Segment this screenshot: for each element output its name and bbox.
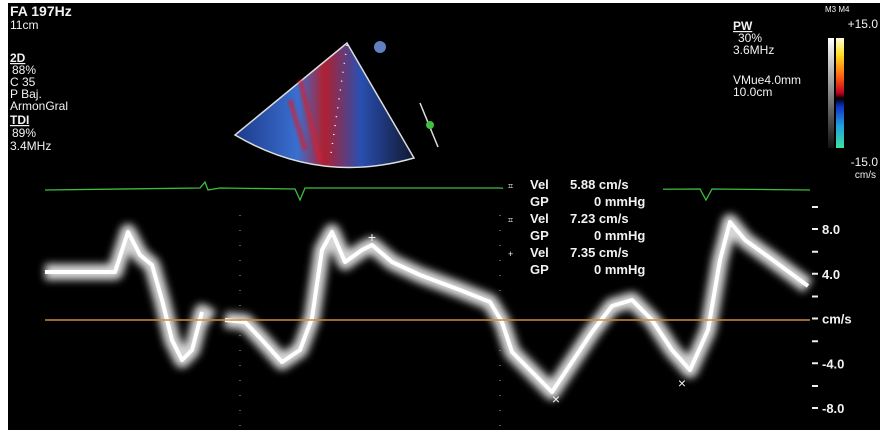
vel-label: Vel bbox=[530, 177, 549, 192]
screen-background bbox=[8, 3, 880, 430]
vel-value: 7.35 cm/s bbox=[570, 245, 629, 260]
ultrasound-screen: + × × ⌗ Vel 5.88 cm/s GP 0 mmHg ⌗ Vel 7.23 cm/s… bbox=[0, 0, 887, 436]
vel-label: Vel bbox=[530, 211, 549, 226]
vel-value: 5.88 cm/s bbox=[570, 177, 629, 192]
vel-value: 7.23 cm/s bbox=[570, 211, 629, 226]
gate-depth: 10.0cm bbox=[733, 85, 772, 99]
caliper: + bbox=[368, 229, 376, 245]
gp-value: 0 mmHg bbox=[594, 262, 645, 277]
gp-label: GP bbox=[530, 262, 549, 277]
caliper-symbol: + bbox=[508, 249, 513, 259]
color-bottom: -15.0 bbox=[851, 155, 879, 169]
gray-bar bbox=[828, 38, 834, 148]
scale-label: 8.0 bbox=[822, 222, 840, 237]
frame-rate: FA 197Hz bbox=[10, 3, 72, 19]
scale-label: -8.0 bbox=[822, 401, 844, 416]
depth: 11cm bbox=[10, 18, 38, 32]
color-maps: M3 M4 bbox=[825, 5, 850, 14]
orientation-icon bbox=[374, 41, 386, 53]
scale-label: cm/s bbox=[822, 312, 852, 327]
gp-value: 0 mmHg bbox=[594, 194, 645, 209]
caliper-symbol: ⌗ bbox=[508, 215, 513, 225]
gp-label: GP bbox=[530, 228, 549, 243]
gain-tdi: 89% bbox=[12, 126, 36, 140]
scale-label: -4.0 bbox=[822, 356, 844, 371]
color-top: +15.0 bbox=[848, 17, 879, 31]
gp-value: 0 mmHg bbox=[594, 228, 645, 243]
preset: ArmonGral bbox=[10, 99, 68, 113]
color-unit: cm/s bbox=[855, 170, 876, 181]
sample-gate bbox=[426, 121, 434, 129]
display: + × × ⌗ Vel 5.88 cm/s GP 0 mmHg ⌗ Vel 7.23 cm/s… bbox=[0, 0, 887, 436]
gp-label: GP bbox=[530, 194, 549, 209]
scale-label: 4.0 bbox=[822, 267, 840, 282]
caliper: × bbox=[552, 391, 560, 407]
vel-label: Vel bbox=[530, 245, 549, 260]
color-bar bbox=[836, 38, 844, 148]
mode-tdi: TDI bbox=[10, 113, 29, 127]
freq-pw: 3.6MHz bbox=[733, 43, 774, 57]
caliper: × bbox=[678, 375, 686, 391]
freq-tdi: 3.4MHz bbox=[10, 139, 51, 153]
caliper-symbol: ⌗ bbox=[508, 181, 513, 191]
